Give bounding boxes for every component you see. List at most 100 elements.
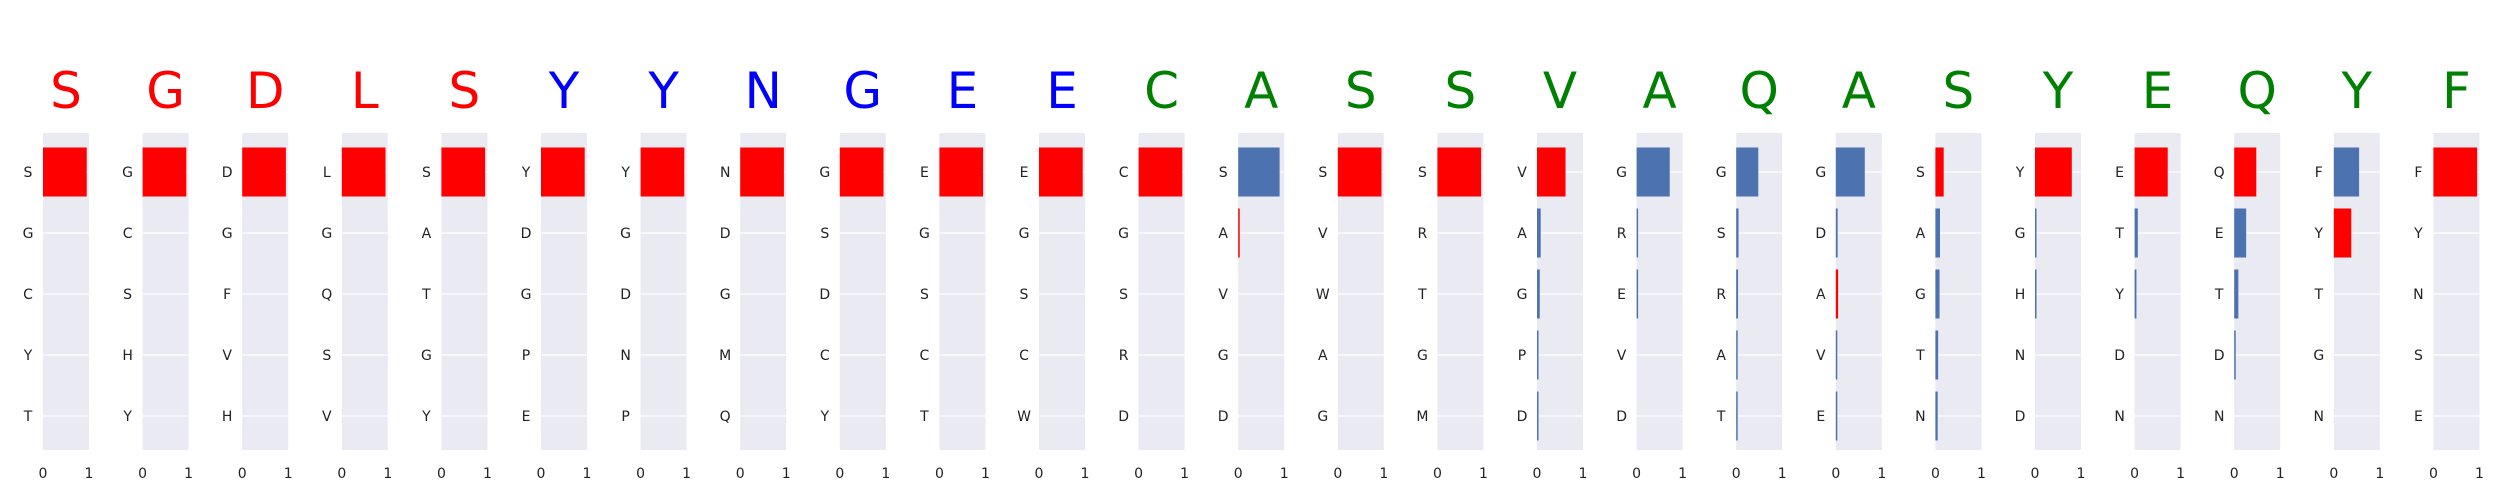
x-tick-label: 0 bbox=[835, 466, 844, 482]
x-tick-label: 1 bbox=[483, 466, 492, 482]
y-tick-label: Y bbox=[421, 409, 431, 425]
bar bbox=[839, 147, 884, 197]
bar bbox=[2234, 330, 2236, 380]
bar bbox=[1835, 391, 1838, 441]
y-tick-label: S bbox=[820, 226, 829, 242]
bar bbox=[2134, 147, 2168, 197]
y-tick-label: V bbox=[1816, 348, 1826, 364]
y-tick-label: G bbox=[23, 226, 34, 242]
bar bbox=[1835, 208, 1838, 258]
y-tick-label: G bbox=[1019, 226, 1030, 242]
y-tick-label: T bbox=[2214, 287, 2224, 303]
bar bbox=[441, 147, 486, 197]
y-tick-label: V bbox=[222, 348, 232, 364]
logo-panel: E E G S C T 0 1 bbox=[919, 62, 990, 482]
x-tick-label: 1 bbox=[2375, 466, 2384, 482]
y-tick-label: G bbox=[1716, 165, 1727, 181]
position-letter: G bbox=[843, 62, 882, 120]
y-tick-label: S bbox=[1418, 165, 1427, 181]
bar bbox=[341, 147, 386, 197]
bar bbox=[640, 147, 685, 197]
x-tick-label: 0 bbox=[1134, 466, 1143, 482]
x-tick-label: 0 bbox=[1931, 466, 1940, 482]
x-tick-label: 0 bbox=[1333, 466, 1342, 482]
x-tick-label: 0 bbox=[1433, 466, 1442, 482]
y-tick-label: G bbox=[819, 165, 830, 181]
bar bbox=[1835, 269, 1839, 319]
bar bbox=[1736, 330, 1738, 380]
bar bbox=[1537, 208, 1541, 258]
y-tick-label: S bbox=[1119, 287, 1128, 303]
y-tick-label: D bbox=[819, 287, 830, 303]
y-tick-label: G bbox=[521, 287, 532, 303]
position-letter: E bbox=[1046, 62, 1078, 120]
x-tick-label: 1 bbox=[583, 466, 592, 482]
x-tick-label: 0 bbox=[2429, 466, 2438, 482]
bar bbox=[1636, 269, 1639, 319]
logo-panel: S S G C Y T 0 1 bbox=[23, 62, 94, 482]
x-tick-label: 0 bbox=[2031, 466, 2040, 482]
bar bbox=[1736, 391, 1738, 441]
y-tick-label: N bbox=[2214, 409, 2224, 425]
y-tick-label: V bbox=[1517, 165, 1527, 181]
y-tick-label: C bbox=[1119, 165, 1129, 181]
y-tick-label: S bbox=[1916, 165, 1925, 181]
bar bbox=[2234, 208, 2247, 258]
bar bbox=[2134, 269, 2137, 319]
y-tick-label: N bbox=[1915, 409, 1925, 425]
position-letter: S bbox=[1445, 62, 1477, 120]
bar bbox=[242, 147, 286, 197]
y-tick-label: E bbox=[1617, 287, 1626, 303]
bar bbox=[1935, 208, 1940, 258]
y-tick-label: G bbox=[1317, 409, 1328, 425]
x-tick-label: 0 bbox=[238, 466, 247, 482]
x-tick-label: 1 bbox=[1778, 466, 1787, 482]
y-tick-label: G bbox=[1118, 226, 1129, 242]
y-tick-label: S bbox=[920, 287, 929, 303]
bar bbox=[1238, 147, 1280, 197]
y-tick-label: H bbox=[2015, 287, 2026, 303]
y-tick-label: Y bbox=[820, 409, 830, 425]
y-tick-label: A bbox=[1816, 287, 1826, 303]
bar bbox=[1537, 330, 1539, 380]
y-tick-label: A bbox=[1218, 226, 1228, 242]
y-tick-label: D bbox=[222, 165, 233, 181]
logo-panel: G G C S H Y 0 1 bbox=[122, 62, 193, 482]
y-tick-label: G bbox=[1417, 348, 1428, 364]
x-tick-label: 1 bbox=[1877, 466, 1886, 482]
y-tick-label: Y bbox=[620, 165, 630, 181]
y-tick-label: D bbox=[2015, 409, 2026, 425]
y-tick-label: P bbox=[1518, 348, 1526, 364]
position-letter: Y bbox=[647, 62, 679, 120]
x-tick-label: 1 bbox=[1479, 466, 1488, 482]
x-tick-label: 0 bbox=[337, 466, 346, 482]
y-tick-label: A bbox=[1916, 226, 1926, 242]
y-tick-label: W bbox=[1017, 409, 1031, 425]
logo-panel: E E T Y D N 0 1 bbox=[2114, 62, 2185, 482]
x-tick-label: 0 bbox=[935, 466, 944, 482]
logo-panel: S S A T G Y 0 1 bbox=[421, 62, 492, 482]
y-tick-label: F bbox=[223, 287, 231, 303]
y-tick-label: D bbox=[2214, 348, 2225, 364]
bar bbox=[43, 147, 87, 197]
y-tick-label: M bbox=[719, 348, 731, 364]
y-tick-label: G bbox=[222, 226, 233, 242]
y-tick-label: D bbox=[1616, 409, 1627, 425]
bar bbox=[142, 147, 187, 197]
logo-panel: S S V W A G 0 1 bbox=[1316, 62, 1388, 482]
y-tick-label: N bbox=[720, 165, 730, 181]
y-tick-label: P bbox=[522, 348, 530, 364]
y-tick-label: T bbox=[23, 409, 33, 425]
bar bbox=[1138, 147, 1183, 197]
position-letter: S bbox=[1943, 62, 1975, 120]
bar bbox=[2234, 269, 2239, 319]
x-tick-label: 1 bbox=[2077, 466, 2086, 482]
y-tick-label: G bbox=[919, 226, 930, 242]
y-tick-label: Q bbox=[321, 287, 332, 303]
y-tick-label: S bbox=[24, 165, 33, 181]
position-letter: A bbox=[1842, 62, 1876, 120]
y-tick-label: Y bbox=[2314, 226, 2324, 242]
y-tick-label: E bbox=[2215, 226, 2224, 242]
y-tick-label: L bbox=[323, 165, 331, 181]
position-letter: L bbox=[351, 62, 379, 120]
